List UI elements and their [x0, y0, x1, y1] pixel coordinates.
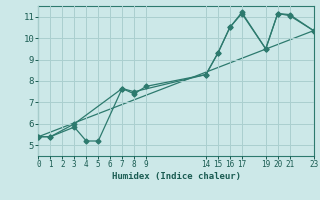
- X-axis label: Humidex (Indice chaleur): Humidex (Indice chaleur): [111, 172, 241, 181]
